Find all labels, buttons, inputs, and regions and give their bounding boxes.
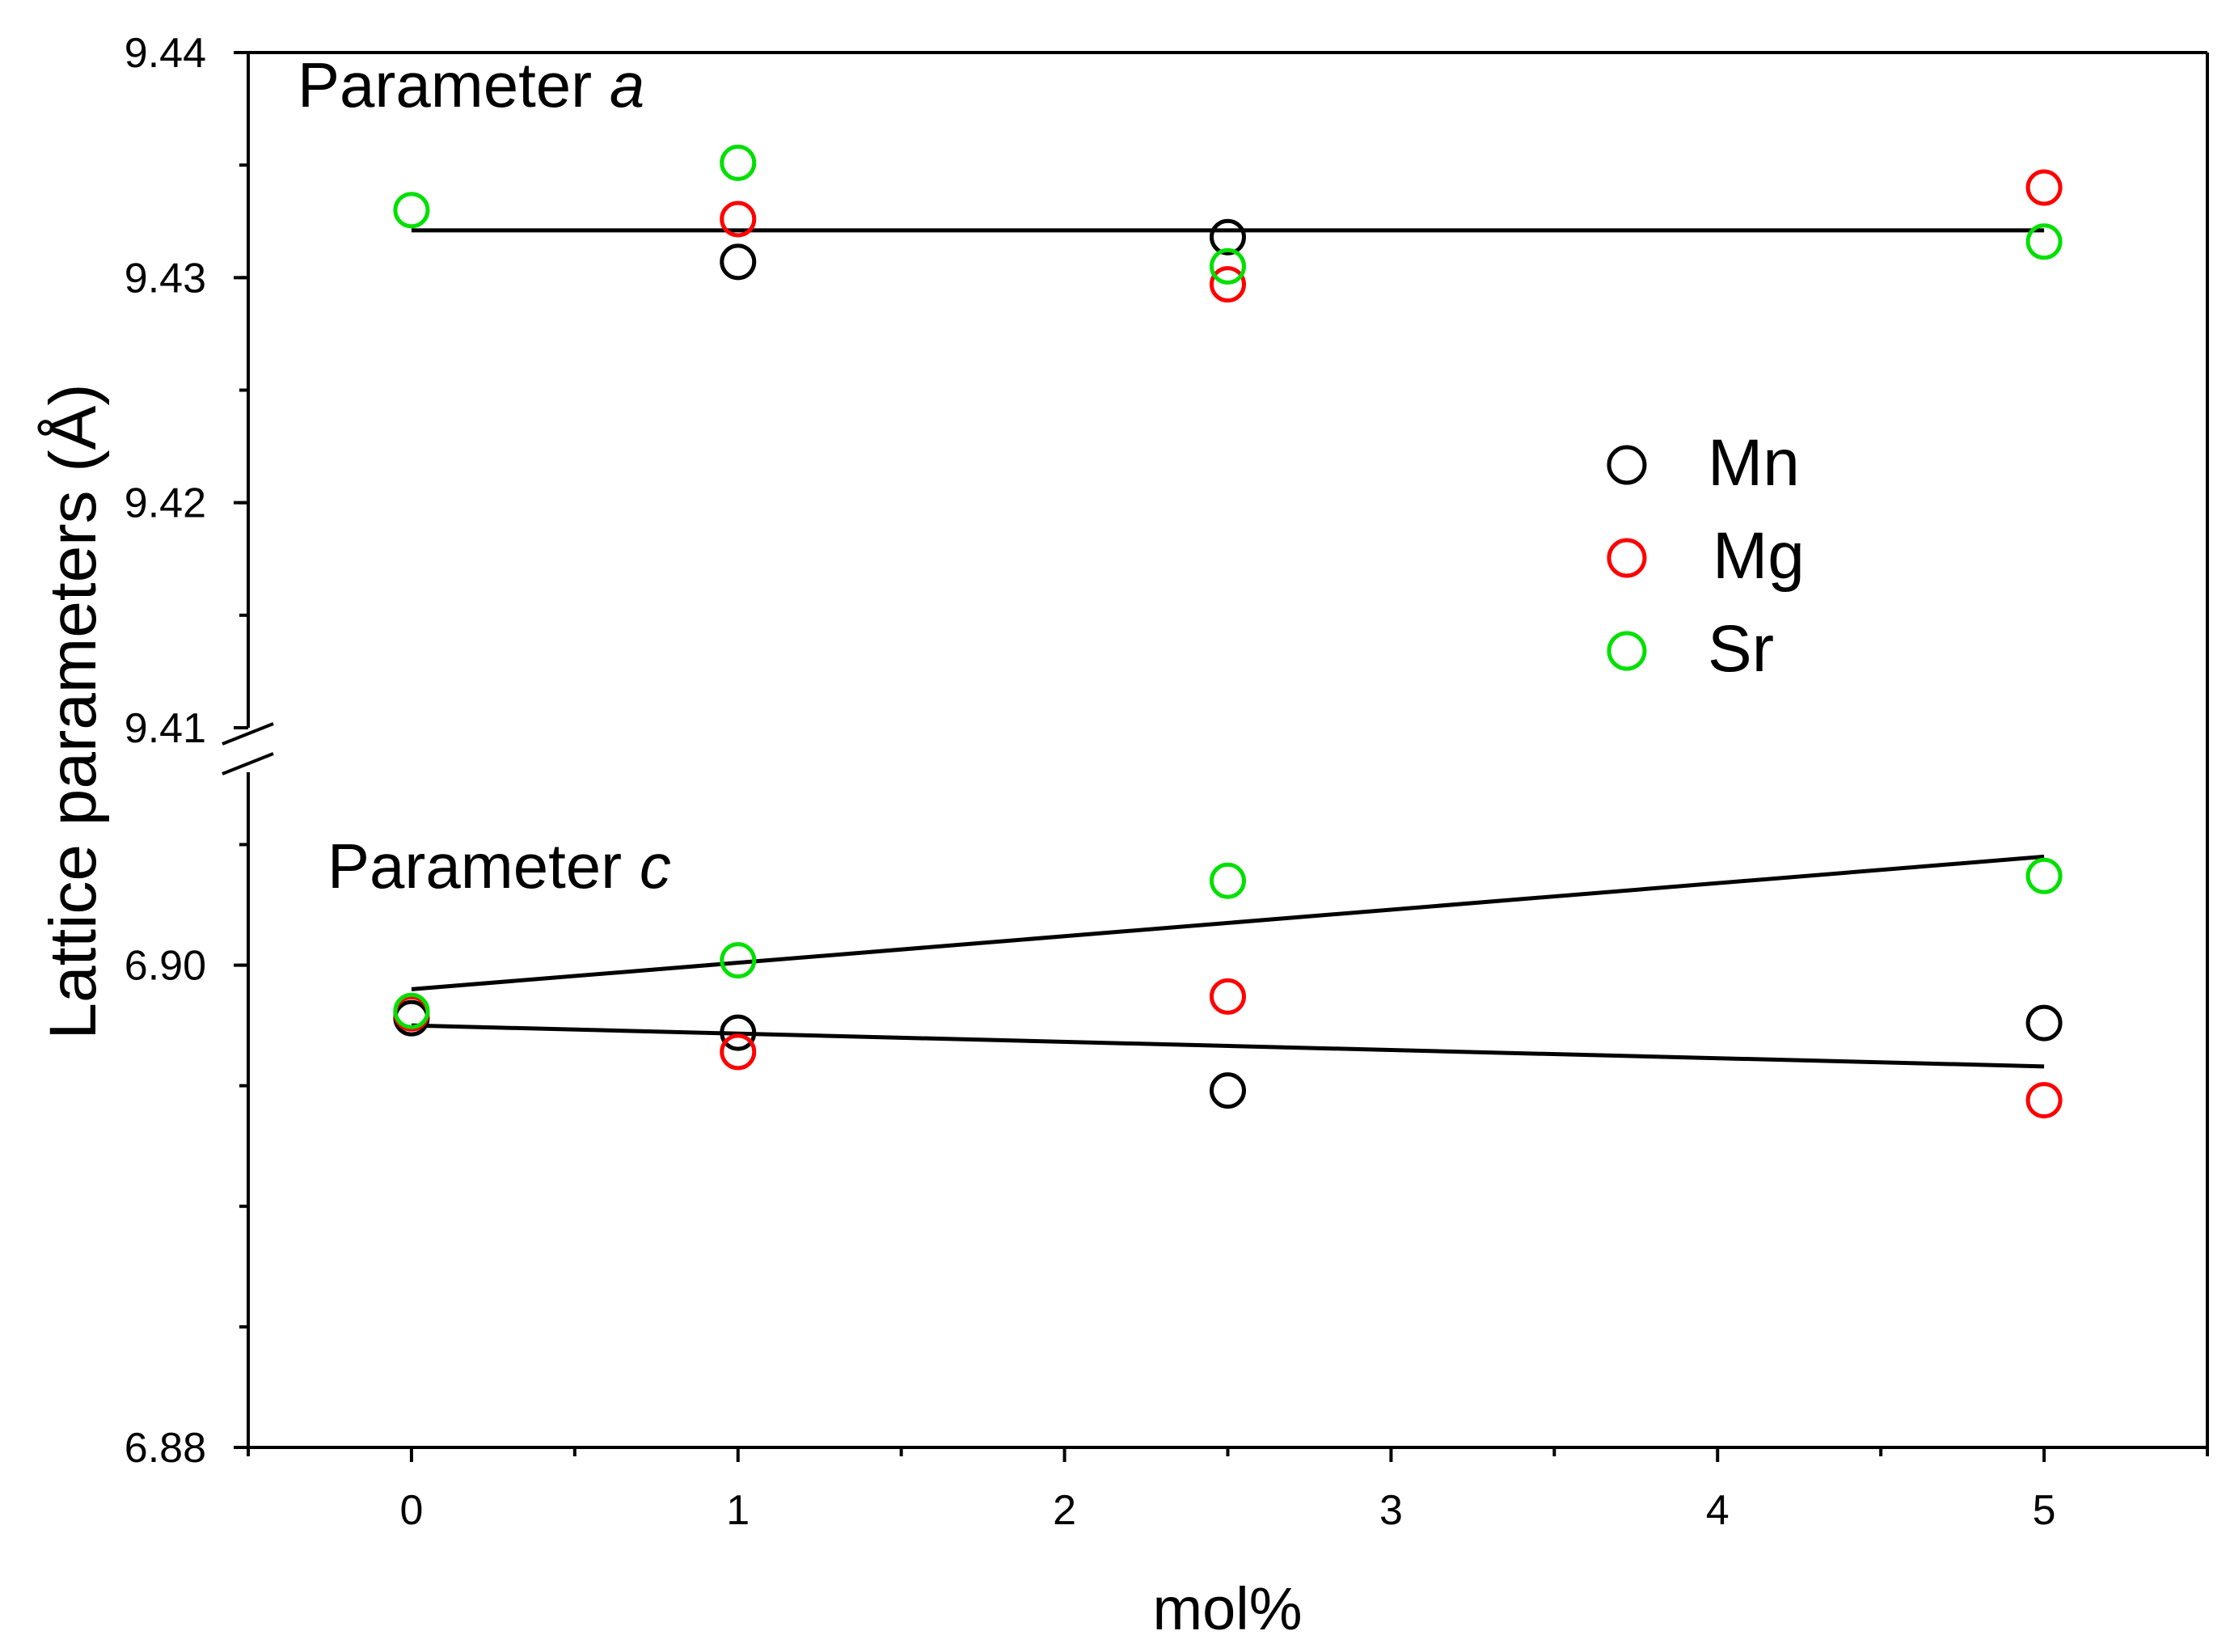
legend-marker-sr xyxy=(1607,631,1647,671)
point-mg-panel1-1 xyxy=(720,1033,757,1071)
point-sr-panel1-2 xyxy=(1210,862,1246,899)
point-mn-panel0-1 xyxy=(1210,218,1246,256)
legend-marker-mg xyxy=(1607,538,1647,578)
x-tick-label-3: 3 xyxy=(1379,1487,1403,1534)
point-mg-panel0-2 xyxy=(2025,169,2063,206)
y-tick-label-9.44: 9.44 xyxy=(125,30,206,77)
legend: Mn Mg Sr xyxy=(1607,426,1805,686)
y-axis-label: Lattice parameters (Å) xyxy=(36,383,110,1039)
x-tick-label-4: 4 xyxy=(1706,1487,1730,1534)
legend-label-mg: Mg xyxy=(1713,519,1805,593)
fit-line-panel1-0 xyxy=(411,854,2045,991)
x-tick-label-1: 1 xyxy=(726,1487,750,1534)
point-sr-panel1-3 xyxy=(2025,857,2063,894)
x-axis-label: mol% xyxy=(1152,1575,1302,1642)
point-sr-panel1-1 xyxy=(720,942,757,979)
x-tick-label-5: 5 xyxy=(2033,1487,2056,1534)
axis-ticks: 0 1 2 3 4 5 9.41 9.42 9.43 9.44 6.88 6.90 xyxy=(125,30,2209,1534)
point-mn-panel1-1 xyxy=(720,1014,757,1051)
point-mn-panel1-3 xyxy=(2025,1004,2063,1041)
legend-marker-mn xyxy=(1607,445,1647,485)
point-sr-panel0-3 xyxy=(2025,223,2063,260)
data-points xyxy=(393,144,2063,1119)
point-sr-panel0-0 xyxy=(393,192,430,229)
point-mg-panel1-3 xyxy=(2025,1082,2063,1119)
y-tick-label-9.43: 9.43 xyxy=(125,255,206,302)
axis-break-mark-2 xyxy=(222,752,274,775)
fit-lines xyxy=(411,228,2045,1069)
point-mn-panel1-2 xyxy=(1210,1072,1246,1109)
x-tick-label-2: 2 xyxy=(1053,1487,1076,1534)
y-tick-label-6.88: 6.88 xyxy=(125,1425,206,1472)
y-tick-label-6.90: 6.90 xyxy=(125,943,206,990)
point-mg-panel0-1 xyxy=(1210,266,1246,303)
axis-break-mark-1 xyxy=(222,722,274,746)
point-mn-panel0-0 xyxy=(720,243,757,281)
panel-a-title: Parameter a xyxy=(298,49,644,120)
point-mg-panel0-0 xyxy=(720,201,757,238)
y-tick-label-9.41: 9.41 xyxy=(125,705,206,752)
point-sr-panel1-0 xyxy=(393,992,430,1029)
point-sr-panel0-2 xyxy=(1210,247,1246,285)
y-tick-label-9.42: 9.42 xyxy=(125,480,206,527)
legend-label-mn: Mn xyxy=(1708,426,1800,500)
x-tick-label-0: 0 xyxy=(399,1487,423,1534)
fit-line-panel1-1 xyxy=(411,1023,2045,1069)
legend-label-sr: Sr xyxy=(1708,612,1774,686)
point-sr-panel0-1 xyxy=(720,144,757,181)
point-mg-panel1-2 xyxy=(1210,978,1246,1015)
panel-c-title: Parameter c xyxy=(327,830,671,902)
